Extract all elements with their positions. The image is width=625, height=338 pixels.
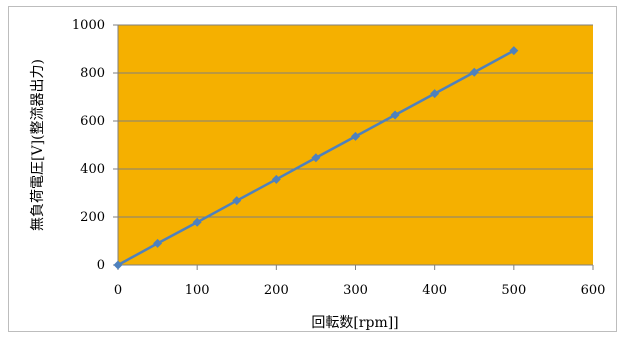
x-tick-label-600: 600: [581, 283, 606, 298]
y-tick-labels: 0 200 400 600 800 1000: [72, 18, 105, 273]
data-point-450: [469, 67, 479, 77]
series-group: [113, 46, 519, 270]
y-tick-label-200: 200: [80, 210, 105, 225]
x-tick-labels: 0 100 200 300 400 500 600: [114, 283, 606, 298]
data-point-0: [113, 260, 123, 270]
x-tick-label-500: 500: [501, 283, 526, 298]
x-tick-label-400: 400: [422, 283, 447, 298]
x-tick-label-300: 300: [343, 283, 368, 298]
y-tick-label-1000: 1000: [72, 18, 105, 33]
x-tick-label-200: 200: [264, 283, 289, 298]
y-tick-label-400: 400: [80, 162, 105, 177]
y-tick-label-0: 0: [97, 258, 105, 273]
data-point-400: [430, 89, 440, 99]
x-tick-label-100: 100: [185, 283, 210, 298]
gridlines: [118, 24, 593, 218]
plot-area: [118, 25, 593, 265]
x-tick-label-0: 0: [114, 283, 122, 298]
data-point-50: [153, 238, 163, 248]
data-point-150: [232, 196, 242, 206]
data-point-300: [351, 131, 360, 141]
x-axis-title: 回転数[rpm]]: [311, 315, 398, 331]
axes: [113, 24, 594, 270]
data-point-350: [390, 110, 400, 120]
data-point-500: [509, 46, 519, 56]
y-tick-label-800: 800: [80, 66, 105, 81]
data-point-250: [311, 153, 321, 163]
y-tick-label-600: 600: [80, 114, 105, 129]
data-point-100: [192, 217, 202, 227]
y-axis-title: 無負荷電圧[V](整流器出力): [30, 59, 46, 231]
data-point-200: [271, 174, 281, 184]
